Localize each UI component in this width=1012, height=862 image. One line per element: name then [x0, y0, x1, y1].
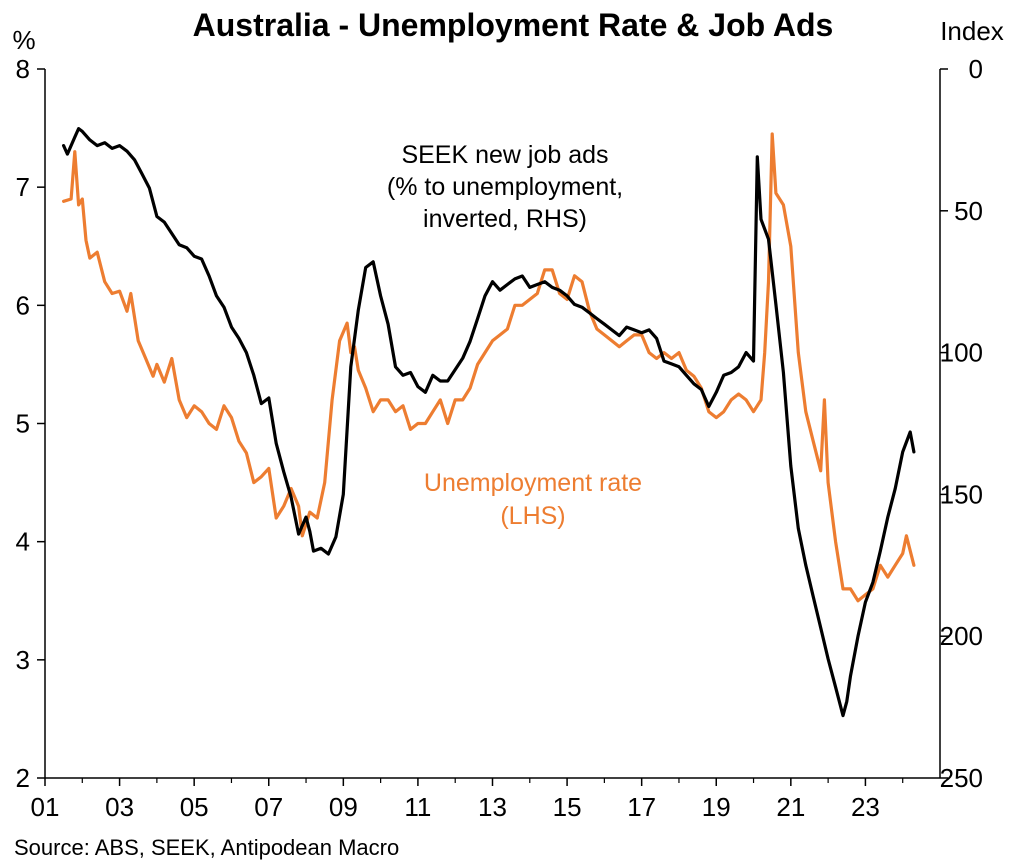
right-tick-label: 50 [954, 196, 983, 226]
x-tick-label: 15 [553, 792, 582, 822]
x-tick-label: 17 [627, 792, 656, 822]
left-tick-label: 7 [16, 172, 30, 202]
series-line-unemployment-rate [61, 132, 916, 603]
right-tick-label: 250 [940, 763, 983, 793]
unemployment-annotation-line-2: (LHS) [500, 502, 565, 530]
right-axis-unit: Index [940, 16, 1004, 46]
x-tick-label: 23 [851, 792, 880, 822]
left-tick-label: 2 [16, 763, 30, 793]
left-tick-label: 3 [16, 645, 30, 675]
unemployment-annotation-line-1: Unemployment rate [424, 469, 642, 497]
x-tick-label: 13 [478, 792, 507, 822]
seek-annotation-line-2: (% to unemployment, [387, 173, 623, 201]
x-axis-ticks: 01 03 05 07 09 11 13 15 17 19 21 23 [31, 778, 904, 822]
right-tick-label: 100 [940, 338, 983, 368]
x-tick-label: 07 [254, 792, 283, 822]
seek-annotation-line-1: SEEK new job ads [401, 141, 608, 169]
series-line-seek-job-ads [61, 127, 916, 718]
right-axis-ticks: 0 50 100 150 200 250 [940, 54, 983, 793]
left-tick-label: 8 [16, 54, 30, 84]
chart-title: Australia - Unemployment Rate & Job Ads [193, 7, 834, 43]
x-tick-label: 03 [105, 792, 134, 822]
seek-annotation-line-3: inverted, RHS) [423, 205, 587, 233]
left-tick-label: 4 [16, 527, 30, 557]
right-tick-label: 0 [969, 54, 983, 84]
x-tick-label: 21 [776, 792, 805, 822]
series-layer [61, 127, 916, 718]
unemployment-annotation: Unemployment rate (LHS) [424, 469, 642, 530]
x-tick-label: 19 [702, 792, 731, 822]
x-tick-label: 05 [180, 792, 209, 822]
x-tick-label: 01 [31, 792, 60, 822]
left-tick-label: 5 [16, 409, 30, 439]
right-tick-label: 200 [940, 621, 983, 651]
source-note: Source: ABS, SEEK, Antipodean Macro [14, 835, 399, 860]
x-tick-label: 11 [404, 792, 431, 822]
right-tick-label: 150 [940, 479, 983, 509]
seek-annotation: SEEK new job ads (% to unemployment, inv… [387, 141, 623, 233]
left-axis-ticks: 2 3 4 5 6 7 8 [16, 54, 45, 793]
x-tick-label: 09 [329, 792, 358, 822]
left-axis-unit: % [12, 25, 35, 55]
left-tick-label: 6 [16, 290, 30, 320]
